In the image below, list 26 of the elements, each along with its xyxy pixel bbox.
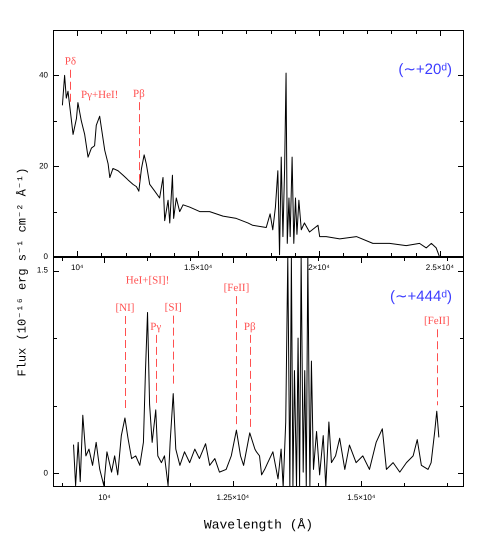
annotation: Pβ: [244, 320, 256, 333]
y-tick-label: 20: [39, 161, 49, 170]
x-tick-label: 1.5×10⁴: [184, 263, 213, 272]
x-tick-label: 1.5×10⁴: [347, 493, 376, 502]
annotation: (∼+444ᵈ): [390, 288, 452, 306]
x-tick-label: 2×10⁴: [308, 263, 330, 272]
annotation: HeI+[SI]!: [126, 274, 170, 286]
annotation: [FeII]: [424, 315, 450, 328]
annotation: [SI]: [164, 302, 182, 314]
annotation: [FeII]: [224, 282, 250, 294]
x-tick-label: 10⁴: [98, 493, 112, 502]
y-tick-label: 40: [39, 70, 49, 80]
annotation: (∼+20ᵈ): [398, 61, 452, 78]
x-tick-label: 10⁴: [71, 263, 84, 272]
annotation: Pδ: [64, 56, 76, 68]
y-tick-label: 0: [44, 252, 49, 262]
x-tick-label: 2.5×10⁴: [426, 263, 454, 272]
annotation: Pγ: [150, 320, 162, 333]
annotation: Pγ+HeI!: [80, 89, 118, 102]
x-axis-title: Wavelength (Å): [204, 518, 314, 533]
y-axis-title: Flux (10⁻¹⁶ erg s⁻¹ cm⁻² Å⁻¹): [14, 168, 30, 376]
y-tick-label: 1.5: [36, 266, 49, 275]
annotation: [NI]: [115, 302, 134, 314]
annotation: Pβ: [132, 88, 146, 100]
y-tick-label: 0: [44, 468, 49, 478]
x-tick-label: 1.25×10⁴: [216, 493, 250, 502]
